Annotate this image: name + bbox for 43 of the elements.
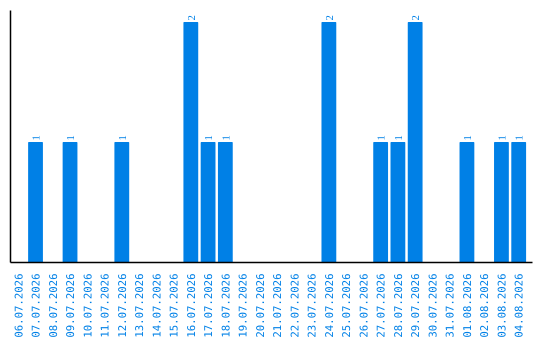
data-label: 1	[462, 135, 474, 140]
x-tick-label: 12.07.2026	[116, 274, 129, 338]
data-label: 1	[221, 135, 232, 140]
x-tick-label: 28.07.2026	[392, 274, 405, 338]
x-tick-label: 13.07.2026	[133, 274, 146, 338]
x-tick-label: 27.07.2026	[374, 274, 388, 338]
x-tick-label: 22.07.2026	[288, 274, 302, 338]
x-tick-label: 19.07.2026	[236, 274, 250, 338]
x-tick-label: 29.07.2026	[409, 274, 422, 338]
data-label: 2	[411, 15, 422, 20]
data-label: 1	[204, 135, 216, 140]
x-tick-label: 26.07.2026	[357, 274, 370, 338]
x-tick-label: 03.08.2026	[495, 274, 508, 338]
x-tick-label: 21.07.2026	[271, 274, 284, 338]
x-tick-label: 31.07.2026	[444, 274, 457, 338]
x-tick-label: 16.07.2026	[184, 274, 198, 338]
x-tick-label: 30.07.2026	[426, 274, 440, 338]
x-tick-label: 14.07.2026	[150, 274, 164, 338]
x-tick-label: 06.07.2026	[12, 274, 26, 338]
x-tick-label: 01.08.2026	[460, 274, 474, 338]
x-tick-label: 20.07.2026	[254, 274, 267, 338]
x-tick-label: 18.07.2026	[219, 274, 232, 338]
data-label: 2	[324, 15, 336, 20]
x-tick-label: 17.07.2026	[202, 274, 216, 338]
x-tick-label: 25.07.2026	[340, 274, 354, 338]
x-tick-label: 23.07.2026	[306, 274, 319, 338]
x-tick-label: 15.07.2026	[168, 274, 181, 338]
x-tick-label: 24.07.2026	[322, 274, 336, 338]
x-tick-label: 11.07.2026	[98, 274, 112, 338]
x-tick-label: 09.07.2026	[64, 274, 78, 338]
x-tick-label: 10.07.2026	[81, 274, 94, 338]
data-label: 1	[66, 135, 78, 140]
x-tick-label: 08.07.2026	[46, 274, 60, 338]
x-tick-label: 02.08.2026	[478, 274, 492, 338]
x-tick-label: 07.07.2026	[30, 274, 43, 338]
data-label: 1	[514, 135, 526, 140]
data-label: 1	[118, 135, 129, 140]
x-tick-label: 04.08.2026	[512, 274, 526, 338]
data-label: 1	[394, 135, 405, 140]
data-label: 1	[497, 135, 508, 140]
data-label: 1	[32, 135, 43, 140]
data-label: 2	[186, 15, 198, 20]
data-label: 1	[376, 135, 388, 140]
